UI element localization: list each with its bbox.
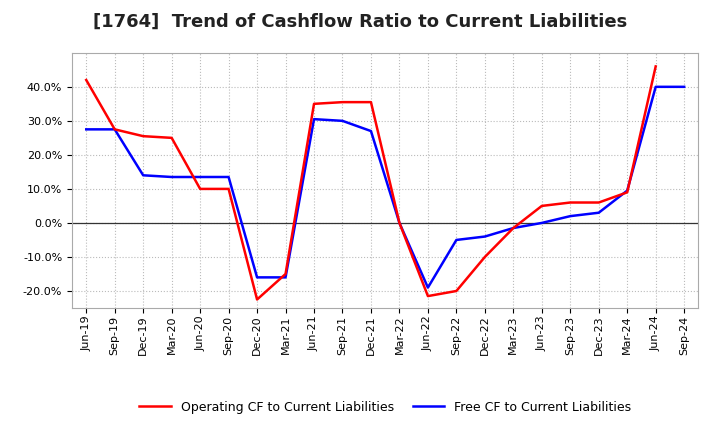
Free CF to Current Liabilities	[452, 237, 461, 242]
Free CF to Current Liabilities	[680, 84, 688, 89]
Operating CF to Current Liabilities	[110, 127, 119, 132]
Operating CF to Current Liabilities	[652, 64, 660, 69]
Operating CF to Current Liabilities	[452, 288, 461, 293]
Operating CF to Current Liabilities	[167, 135, 176, 140]
Free CF to Current Liabilities	[480, 234, 489, 239]
Free CF to Current Liabilities	[366, 128, 375, 134]
Free CF to Current Liabilities	[338, 118, 347, 124]
Operating CF to Current Liabilities	[537, 203, 546, 209]
Operating CF to Current Liabilities	[480, 254, 489, 260]
Line: Operating CF to Current Liabilities: Operating CF to Current Liabilities	[86, 66, 656, 300]
Operating CF to Current Liabilities	[225, 186, 233, 191]
Free CF to Current Liabilities	[110, 127, 119, 132]
Line: Free CF to Current Liabilities: Free CF to Current Liabilities	[86, 87, 684, 288]
Operating CF to Current Liabilities	[338, 99, 347, 105]
Free CF to Current Liabilities	[225, 174, 233, 180]
Free CF to Current Liabilities	[167, 174, 176, 180]
Free CF to Current Liabilities	[509, 225, 518, 231]
Operating CF to Current Liabilities	[310, 101, 318, 106]
Legend: Operating CF to Current Liabilities, Free CF to Current Liabilities: Operating CF to Current Liabilities, Fre…	[135, 396, 636, 419]
Operating CF to Current Liabilities	[366, 99, 375, 105]
Free CF to Current Liabilities	[395, 220, 404, 226]
Free CF to Current Liabilities	[310, 117, 318, 122]
Free CF to Current Liabilities	[595, 210, 603, 215]
Operating CF to Current Liabilities	[82, 77, 91, 83]
Operating CF to Current Liabilities	[623, 190, 631, 195]
Operating CF to Current Liabilities	[595, 200, 603, 205]
Free CF to Current Liabilities	[282, 275, 290, 280]
Free CF to Current Liabilities	[566, 213, 575, 219]
Free CF to Current Liabilities	[623, 188, 631, 193]
Free CF to Current Liabilities	[139, 172, 148, 178]
Operating CF to Current Liabilities	[566, 200, 575, 205]
Text: [1764]  Trend of Cashflow Ratio to Current Liabilities: [1764] Trend of Cashflow Ratio to Curren…	[93, 13, 627, 31]
Operating CF to Current Liabilities	[282, 271, 290, 277]
Operating CF to Current Liabilities	[509, 225, 518, 231]
Operating CF to Current Liabilities	[139, 133, 148, 139]
Operating CF to Current Liabilities	[196, 186, 204, 191]
Free CF to Current Liabilities	[652, 84, 660, 89]
Free CF to Current Liabilities	[423, 285, 432, 290]
Free CF to Current Liabilities	[196, 174, 204, 180]
Operating CF to Current Liabilities	[253, 297, 261, 302]
Free CF to Current Liabilities	[82, 127, 91, 132]
Operating CF to Current Liabilities	[395, 220, 404, 226]
Operating CF to Current Liabilities	[423, 293, 432, 299]
Free CF to Current Liabilities	[537, 220, 546, 226]
Free CF to Current Liabilities	[253, 275, 261, 280]
